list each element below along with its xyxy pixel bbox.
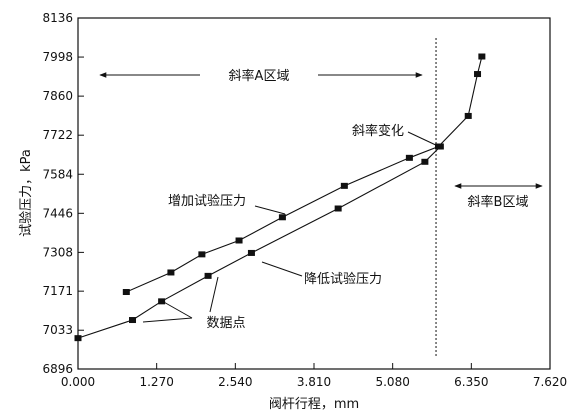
data-point [334, 205, 342, 212]
data-point [436, 143, 444, 150]
plot-frame [77, 17, 551, 370]
data-point [247, 249, 255, 256]
x-tick-label: 0.000 [61, 375, 95, 389]
region-b-label: 斜率B区域 [468, 194, 529, 210]
data-point [198, 251, 206, 258]
data-point [278, 214, 286, 221]
series-down-leader [261, 261, 303, 277]
slope-change-leader [407, 131, 441, 148]
y-tick-label: 7998 [42, 50, 73, 64]
y-tick-label: 7584 [42, 167, 73, 181]
x-tick-label: 1.270 [139, 375, 173, 389]
data-point [405, 154, 413, 161]
x-tick-label: 3.810 [297, 375, 331, 389]
x-axis-ticks: 0.000 1.270 2.540 3.810 5.080 6.350 7.620 [61, 363, 567, 389]
y-axis-title: 试验压力，kPa [18, 149, 34, 237]
x-tick-label: 6.350 [454, 375, 488, 389]
y-tick-label: 8136 [42, 11, 73, 25]
data-point [421, 158, 429, 165]
data-point [129, 317, 137, 324]
series-up-leader [254, 205, 286, 215]
y-tick-label: 7033 [42, 323, 73, 337]
series-line-1 [126, 56, 483, 293]
x-tick-label: 2.540 [218, 375, 252, 389]
y-tick-label: 7171 [42, 284, 73, 298]
y-axis-ticks: 6896 7033 7171 7308 7446 7584 7722 7860 7998 8136 [42, 11, 84, 376]
data-point [74, 335, 82, 342]
y-tick-label: 7722 [42, 128, 73, 142]
region-a-label: 斜率A区域 [229, 68, 290, 84]
y-tick-label: 6896 [42, 362, 73, 376]
y-tick-label: 7860 [42, 89, 73, 103]
slope-change-label: 斜率变化 [352, 123, 404, 139]
data-point [167, 269, 175, 276]
x-tick-label: 7.620 [533, 375, 567, 389]
data-point [204, 272, 212, 279]
series-down-label: 降低试验压力 [304, 271, 382, 287]
y-tick-label: 7446 [42, 206, 73, 220]
x-axis-title: 阀杆行程，mm [269, 397, 359, 412]
data-point [158, 298, 166, 305]
data-points-leader-1 [142, 317, 193, 323]
series-up-label: 增加试验压力 [168, 193, 246, 209]
series-line-2 [77, 146, 441, 339]
data-points-leader-2 [161, 300, 193, 319]
data-point [478, 53, 486, 60]
y-tick-label: 7308 [42, 245, 73, 259]
data-points-label: 数据点 [206, 316, 245, 331]
data-point [235, 237, 243, 244]
data-point [340, 182, 348, 189]
data-point [474, 71, 482, 78]
x-tick-label: 5.080 [375, 375, 409, 389]
data-points-leader-3 [209, 276, 219, 313]
data-point [464, 112, 472, 119]
series-group [74, 53, 486, 342]
data-point [122, 289, 130, 296]
